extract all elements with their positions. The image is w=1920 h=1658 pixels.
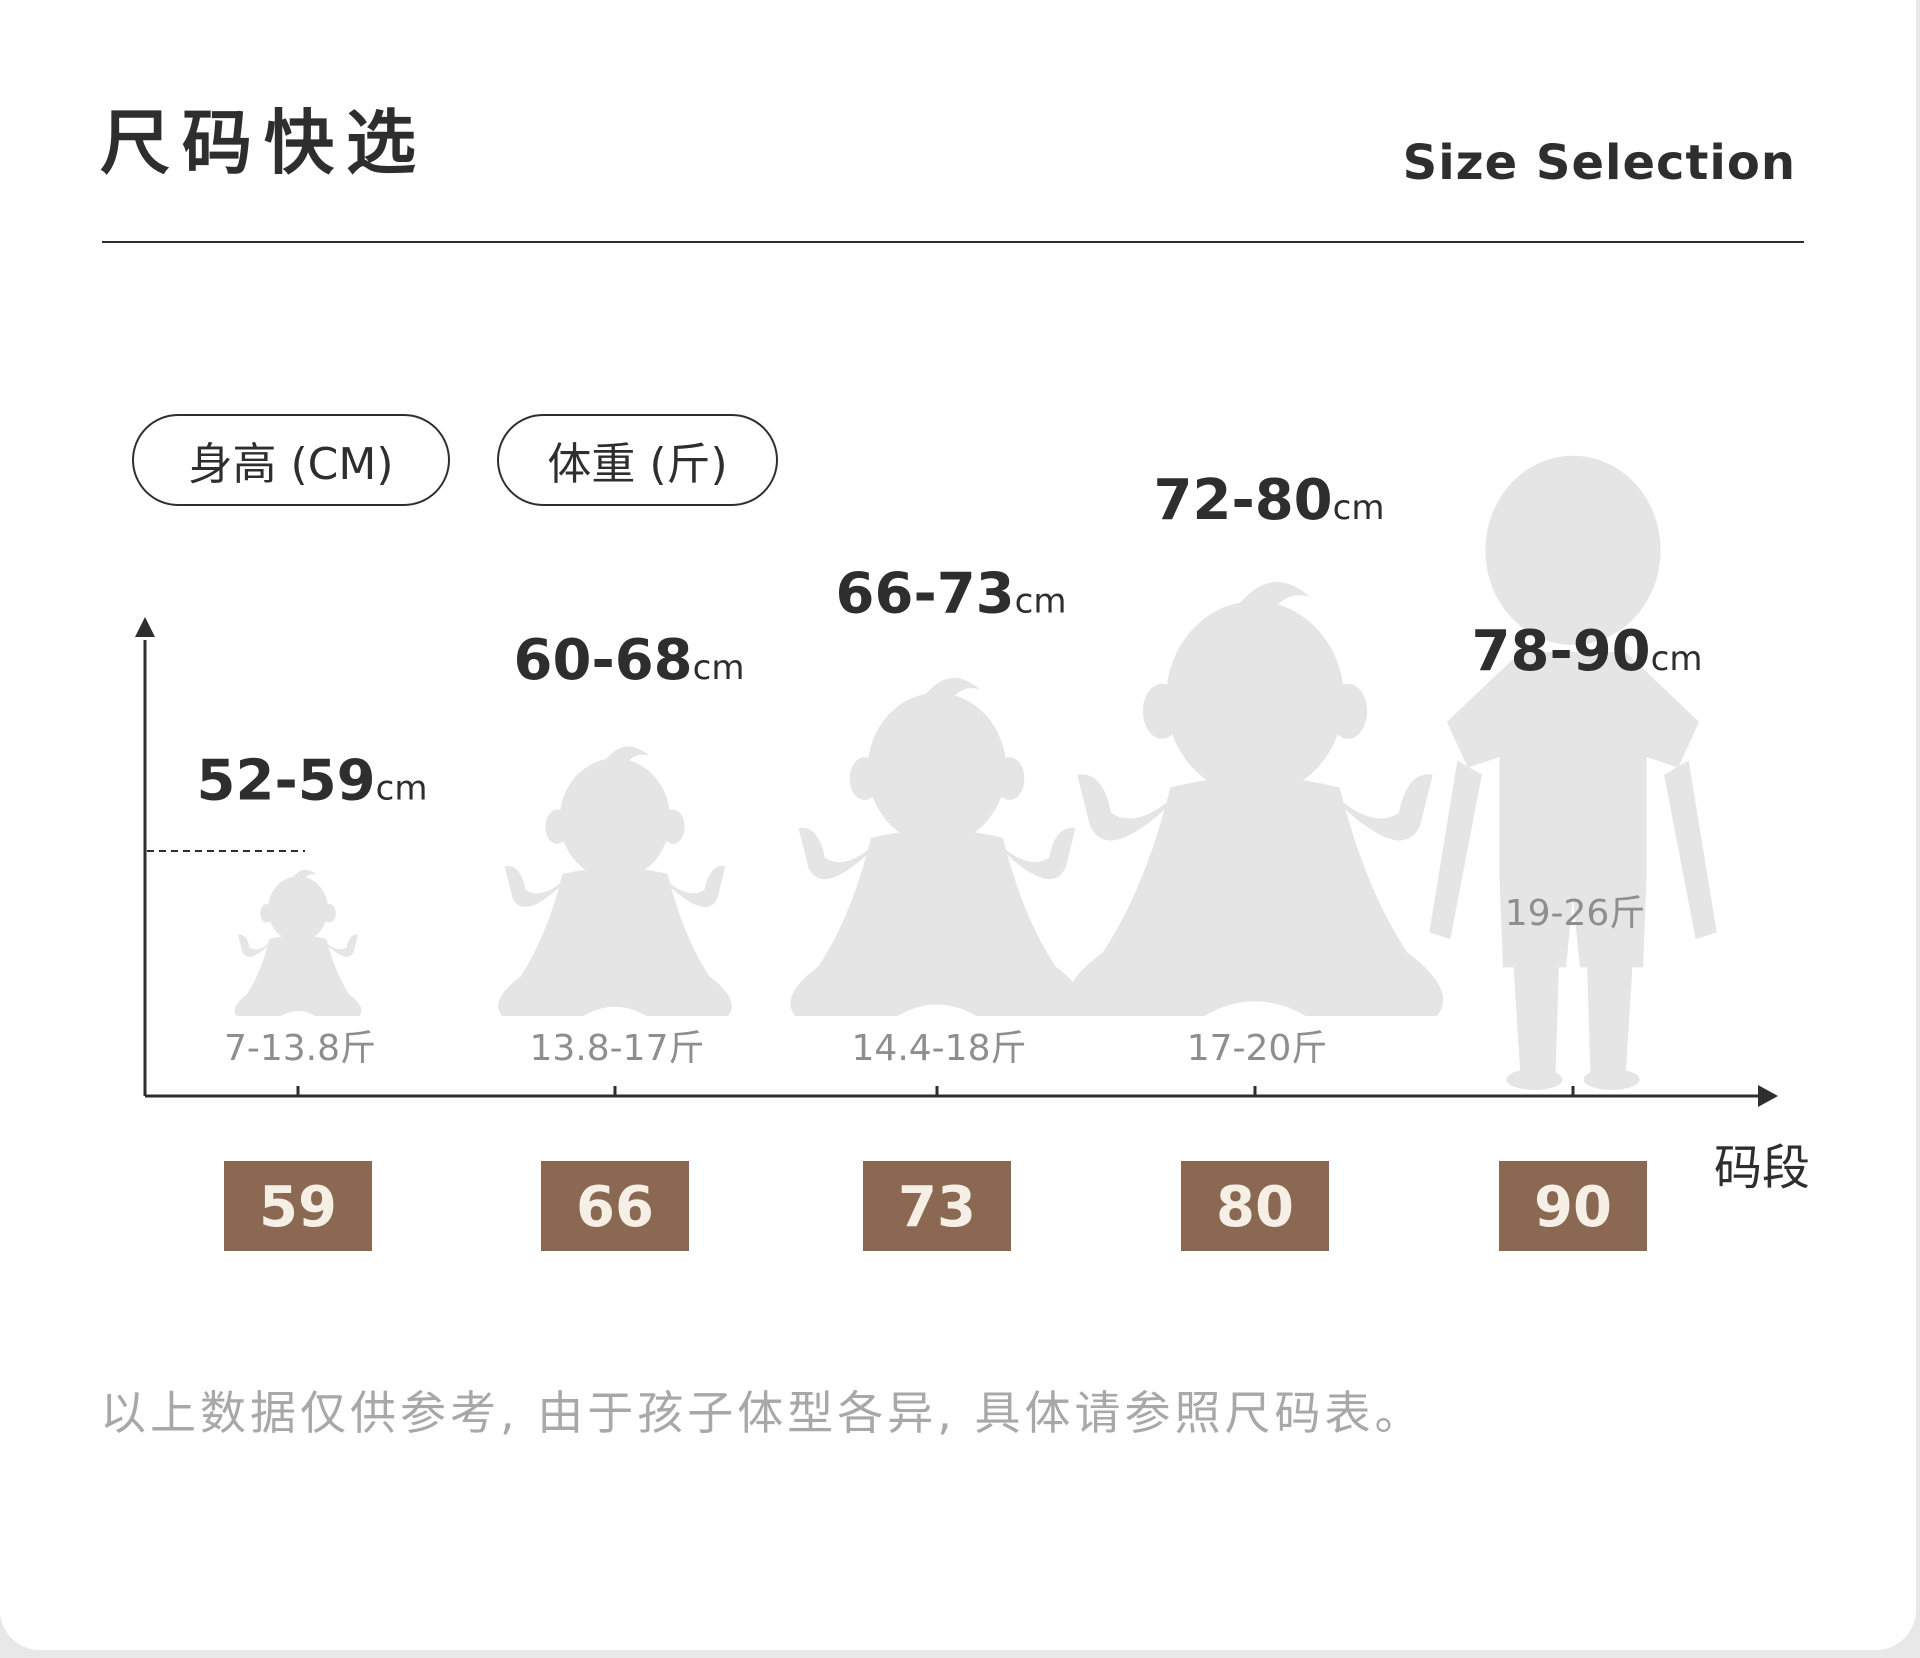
ear-shape [545,809,569,844]
right-arm-shape [1335,774,1433,841]
body-shape [498,867,732,1016]
height-unit: cm [1651,639,1703,679]
ear-shape [322,904,336,923]
y-axis-arrow-icon [135,617,155,637]
right-arm-shape [999,827,1076,880]
baby-silhouette-icon [1066,581,1444,1016]
size-box [1181,1161,1329,1251]
weight-range-label: 14.4-18斤 [852,1028,1027,1069]
ear-shape [849,757,880,801]
size-box [1499,1161,1647,1251]
size-box-label: 66 [576,1175,654,1240]
height-range-label: 60-68cm [514,628,745,693]
size-box-label: 80 [1216,1175,1294,1240]
size-column: 78-90cm 19-26斤 90 [1429,455,1717,1251]
height-unit: cm [693,648,745,688]
head-shape [1166,601,1344,796]
height-range-label: 78-90cm [1472,619,1703,684]
size-box-label: 73 [898,1175,976,1240]
page-subtitle: Size Selection [1402,135,1796,191]
height-range-label: 66-73cm [836,561,1067,626]
right-leg-shape [1587,963,1633,1076]
left-arm-shape [1077,774,1175,841]
weight-range-label: 7-13.8斤 [224,1028,376,1069]
left-arm-shape [1429,760,1482,940]
size-column: 72-80cm 17-20斤 80 [1066,468,1444,1251]
height-unit: cm [1015,581,1067,621]
left-foot-shape [1506,1068,1563,1090]
right-arm-shape [325,934,358,957]
header-divider [102,241,1804,243]
baby-silhouette-icon [498,746,732,1016]
page-title: 尺码快选 [100,102,428,184]
head-shape [867,692,1007,845]
right-arm-shape [664,865,726,907]
baby-silhouette-icon [234,869,362,1016]
height-range-value: 72-80 [1154,468,1333,533]
x-axis-arrow-icon [1758,1085,1778,1107]
height-range-value: 78-90 [1472,619,1651,684]
footer-note: 以上数据仅供参考, 由于孩子体型各异, 具体请参照尺码表。 [100,1386,1425,1440]
height-filter-pill[interactable]: 身高 (CM) [132,414,450,506]
body-shape [790,829,1084,1016]
ear-shape [661,809,685,844]
body-shape [234,935,362,1016]
head-shape [1485,455,1661,645]
ear-shape [994,757,1025,801]
height-range-label: 72-80cm [1154,468,1385,533]
height-range-label: 52-59cm [197,748,428,813]
size-column: 66-73cm 14.4-18斤 73 [790,561,1084,1251]
size-box [541,1161,689,1251]
ear-shape [260,904,274,923]
weight-range-label: 13.8-17斤 [530,1028,705,1069]
height-unit: cm [376,768,428,808]
baby-silhouette-icon [790,677,1084,1016]
left-arm-shape [238,934,271,957]
height-unit: cm [1333,488,1385,528]
left-leg-shape [1513,963,1559,1076]
head-shape [559,758,671,880]
height-range-value: 60-68 [514,628,693,693]
ear-shape [1142,683,1181,739]
size-box-label: 59 [259,1175,337,1240]
torso-shape [1446,651,1700,880]
right-foot-shape [1583,1068,1640,1090]
size-box [863,1161,1011,1251]
size-box-label: 90 [1534,1175,1612,1240]
size-column: 52-59cm 7-13.8斤 59 [197,748,428,1251]
size-column: 60-68cm 13.8-17斤 66 [498,628,744,1251]
ear-shape [1329,683,1368,739]
weight-range-label: 19-26斤 [1505,893,1646,934]
weight-range-label: 17-20斤 [1187,1028,1328,1069]
toddler-silhouette-icon [1429,455,1717,1090]
x-axis-label: 码段 [1714,1140,1810,1196]
size-box [224,1161,372,1251]
right-arm-shape [1664,760,1717,940]
weight-filter-pill[interactable]: 体重 (斤) [497,414,778,506]
height-range-value: 52-59 [197,748,376,813]
height-filter-label: 身高 (CM) [188,439,394,490]
weight-filter-label: 体重 (斤) [547,439,728,490]
left-arm-shape [504,865,566,907]
body-shape [1066,776,1444,1016]
shorts-shape [1499,872,1647,968]
head-shape [268,876,328,942]
left-arm-shape [798,827,875,880]
height-range-value: 66-73 [836,561,1015,626]
